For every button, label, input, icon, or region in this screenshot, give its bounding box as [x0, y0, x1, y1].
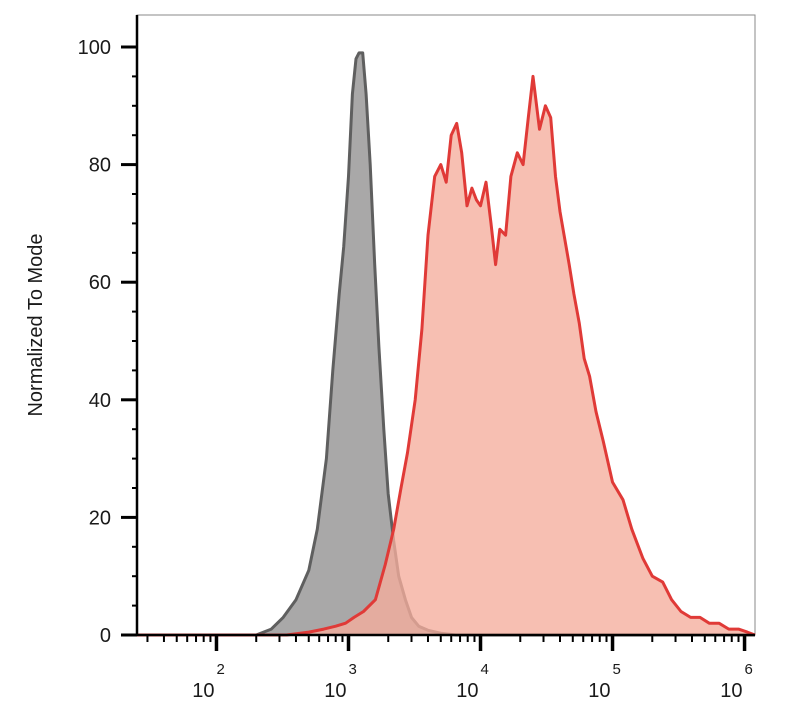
x-tick-label-exponent: 5: [613, 661, 621, 678]
x-tick-label-base: 10: [588, 680, 610, 702]
y-axis-title: Normalized To Mode: [25, 233, 47, 416]
x-tick-label-exponent: 3: [348, 661, 356, 678]
y-tick-label: 20: [89, 507, 111, 529]
y-tick-label: 80: [89, 155, 111, 177]
y-tick-label: 40: [89, 390, 111, 412]
x-tick-label-exponent: 2: [216, 661, 224, 678]
series-2-line: [137, 74, 756, 637]
y-tick-label: 60: [89, 272, 111, 294]
y-tick-label: 100: [78, 37, 111, 59]
x-tick-label-base: 10: [720, 680, 742, 702]
y-tick-label: 0: [100, 625, 111, 647]
series-layer: [137, 51, 756, 637]
x-tick-label-base: 10: [324, 680, 346, 702]
x-tick-label-exponent: 6: [745, 661, 753, 678]
x-tick-label-exponent: 4: [481, 661, 489, 678]
x-tick-label-base: 10: [192, 680, 214, 702]
x-tick-label-base: 10: [456, 680, 478, 702]
y-axis: 0 20 40 60 80 100: [78, 15, 139, 647]
series-2-area: [137, 76, 755, 635]
